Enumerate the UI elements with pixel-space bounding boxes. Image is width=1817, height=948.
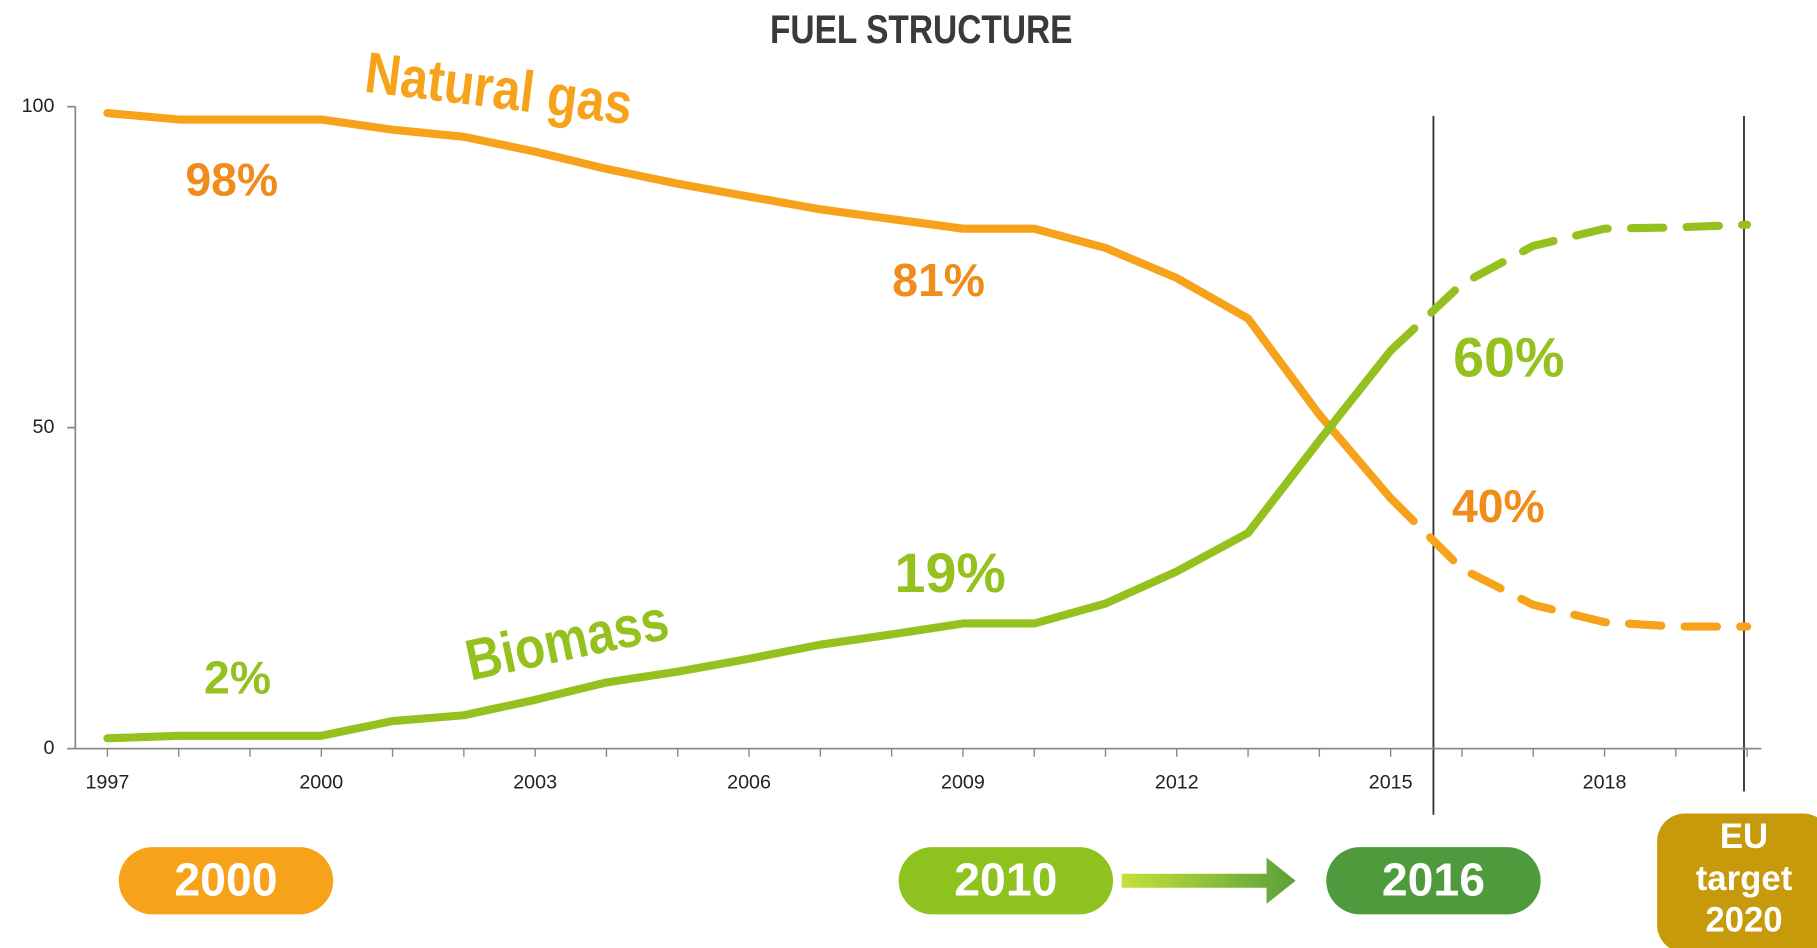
series-line bbox=[103, 108, 1395, 503]
timeline-label: target bbox=[1696, 860, 1793, 898]
annotation: 2% bbox=[204, 652, 271, 704]
timeline-label: 2016 bbox=[1382, 853, 1485, 905]
x-tick-label: 2009 bbox=[941, 772, 985, 794]
y-tick-label: 50 bbox=[33, 416, 55, 438]
timeline-label: 2000 bbox=[174, 853, 277, 905]
chart-title: FUEL STRUCTURE bbox=[770, 7, 1073, 51]
x-tick-label: 2006 bbox=[727, 772, 771, 794]
series-line-projected bbox=[1386, 494, 1752, 631]
timeline-label: 2020 bbox=[1705, 902, 1782, 940]
annotation: 81% bbox=[892, 254, 985, 306]
x-tick-label: 2000 bbox=[299, 772, 343, 794]
x-tick-label: 2003 bbox=[513, 772, 557, 794]
annotation: 19% bbox=[895, 542, 1006, 604]
timeline-pill bbox=[898, 847, 1114, 915]
series-line bbox=[103, 346, 1395, 743]
y-tick-label: 0 bbox=[44, 737, 55, 759]
timeline-pill bbox=[1326, 847, 1541, 915]
timeline-label: EU bbox=[1720, 818, 1768, 856]
annotation: 40% bbox=[1452, 480, 1545, 532]
annotation: 60% bbox=[1453, 326, 1564, 388]
series-line-projected bbox=[1386, 220, 1752, 355]
arrow bbox=[1121, 857, 1296, 904]
timeline-pill bbox=[118, 847, 334, 915]
x-tick-label: 2012 bbox=[1155, 772, 1199, 794]
timeline-label: 2010 bbox=[954, 853, 1057, 905]
series-label: Natural gas bbox=[362, 40, 636, 137]
x-tick-label: 2018 bbox=[1583, 772, 1627, 794]
annotation: 98% bbox=[185, 153, 278, 205]
x-tick-label: 2015 bbox=[1369, 772, 1413, 794]
timeline-pill bbox=[1657, 813, 1817, 948]
x-tick-label: 1997 bbox=[85, 772, 129, 794]
y-tick-label: 100 bbox=[22, 95, 55, 117]
